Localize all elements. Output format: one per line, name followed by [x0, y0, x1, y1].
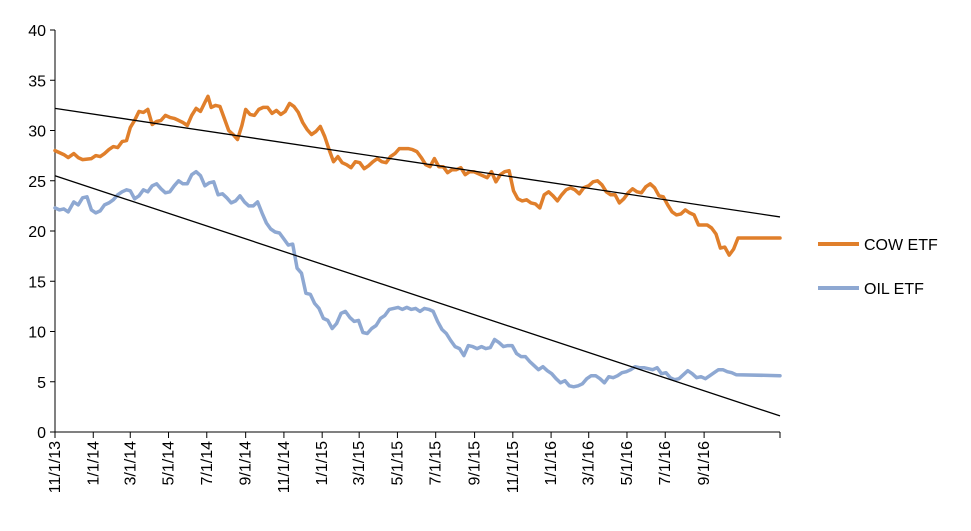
x-tick-label: 7/1/15: [428, 441, 445, 486]
x-tick-label: 3/1/14: [122, 441, 139, 486]
legend: COW ETF OIL ETF: [818, 237, 938, 298]
x-tick-label: 1/1/16: [543, 441, 560, 486]
x-tick-label: 7/1/14: [199, 441, 216, 486]
x-tick-label: 3/1/15: [351, 441, 368, 486]
x-tick-label: 3/1/16: [581, 441, 598, 486]
trendline-cow-etf: [54, 107, 781, 218]
series-line-cow-etf: [53, 94, 782, 257]
legend-label-oil-etf: OIL ETF: [864, 281, 924, 298]
series-layer: [53, 94, 782, 417]
y-tick-label: 30: [28, 124, 46, 141]
x-tick-label: 1/1/15: [314, 441, 331, 486]
y-tick-label: 35: [28, 73, 46, 90]
y-tick-label: 0: [37, 425, 46, 442]
x-tick-label: 5/1/14: [161, 441, 178, 486]
legend-label-cow-etf: COW ETF: [864, 237, 938, 254]
x-tick-label: 5/1/16: [619, 441, 636, 486]
y-axis: 0 5 10 15 20 25 30 35 40: [28, 23, 56, 442]
x-tick-label: 1/1/14: [85, 441, 102, 486]
y-tick-label: 25: [28, 174, 46, 191]
x-tick-label: 7/1/16: [657, 441, 674, 486]
x-tick-label: 5/1/15: [389, 441, 406, 486]
y-tick-label: 5: [37, 375, 46, 392]
x-tick-label: 11/1/14: [276, 441, 293, 493]
x-tick-label: 11/1/13: [47, 441, 64, 493]
y-tick-label: 20: [28, 224, 46, 241]
y-tick-label: 10: [28, 325, 46, 342]
trendline-oil-etf: [54, 175, 781, 417]
x-tick-label: 9/1/14: [238, 441, 255, 486]
x-axis: 11/1/13 1/1/14 3/1/14 5/1/14 7/1/14 9/1/14 11/…: [47, 431, 781, 493]
x-tick-label: 11/1/15: [505, 441, 522, 493]
series-line-oil-etf: [53, 169, 782, 389]
y-tick-label: 40: [28, 23, 46, 40]
x-tick-label: 9/1/15: [467, 441, 484, 486]
y-tick-label: 15: [28, 274, 46, 291]
x-tick-label: 9/1/16: [696, 441, 713, 486]
